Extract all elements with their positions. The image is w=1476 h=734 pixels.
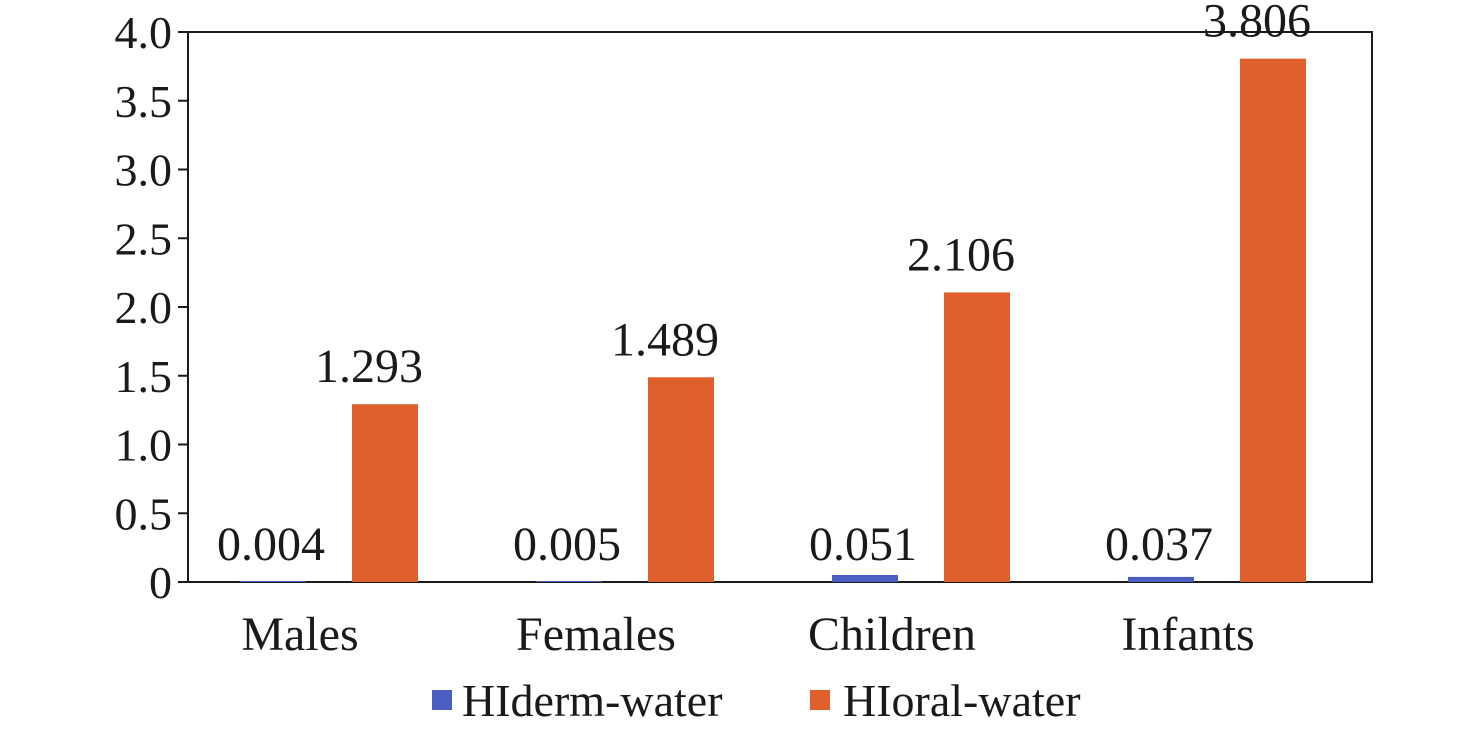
legend-label: HIderm-water	[462, 675, 723, 726]
bar-hioral-water	[944, 292, 1010, 582]
data-labels: 0.004 1.293 0.005 1.489 0.051 2.106 0.037 3.806	[217, 0, 1311, 571]
bar-hioral-water	[648, 377, 714, 582]
y-tick-label: 0.5	[115, 488, 173, 539]
legend-swatch	[432, 690, 452, 710]
x-category-label: Females	[516, 608, 676, 661]
data-label-hioral-water: 1.489	[611, 313, 719, 366]
legend: HIderm-water HIoral-water	[432, 675, 1081, 726]
y-axis-ticks: 0 0.5 1.0 1.5 2.0 2.5 3.0 3.5 4.0	[115, 7, 188, 608]
y-tick-label: 4.0	[115, 7, 173, 58]
y-tick-label: 2.0	[115, 282, 173, 333]
bar-hioral-water	[352, 404, 418, 582]
bar-hiderm-water	[240, 581, 306, 582]
y-tick-label: 3.0	[115, 145, 173, 196]
legend-label: HIoral-water	[843, 675, 1081, 726]
y-tick-label: 2.5	[115, 213, 173, 264]
data-label-hioral-water: 3.806	[1203, 0, 1311, 48]
data-label-hiderm-water: 0.051	[809, 518, 917, 571]
bar-hioral-water	[1240, 58, 1306, 583]
data-label-hiderm-water: 0.037	[1105, 518, 1213, 571]
bar-hiderm-water	[1128, 576, 1194, 582]
y-tick-label: 1.5	[115, 351, 173, 402]
data-label-hioral-water: 1.293	[315, 340, 423, 393]
data-label-hiderm-water: 0.005	[513, 518, 621, 571]
bar-hiderm-water	[536, 581, 602, 582]
bar-hiderm-water	[832, 574, 898, 582]
data-label-hioral-water: 2.106	[907, 228, 1015, 281]
x-category-label: Infants	[1121, 608, 1254, 661]
legend-swatch	[810, 690, 830, 710]
x-category-label: Males	[241, 608, 358, 661]
data-label-hiderm-water: 0.004	[217, 518, 325, 571]
bars	[240, 58, 1306, 583]
x-axis-category-labels: Males Females Children Infants	[241, 608, 1254, 661]
x-category-label: Children	[808, 608, 976, 661]
y-tick-label: 3.5	[115, 76, 173, 127]
y-tick-label: 0	[149, 557, 172, 608]
y-tick-label: 1.0	[115, 420, 173, 471]
